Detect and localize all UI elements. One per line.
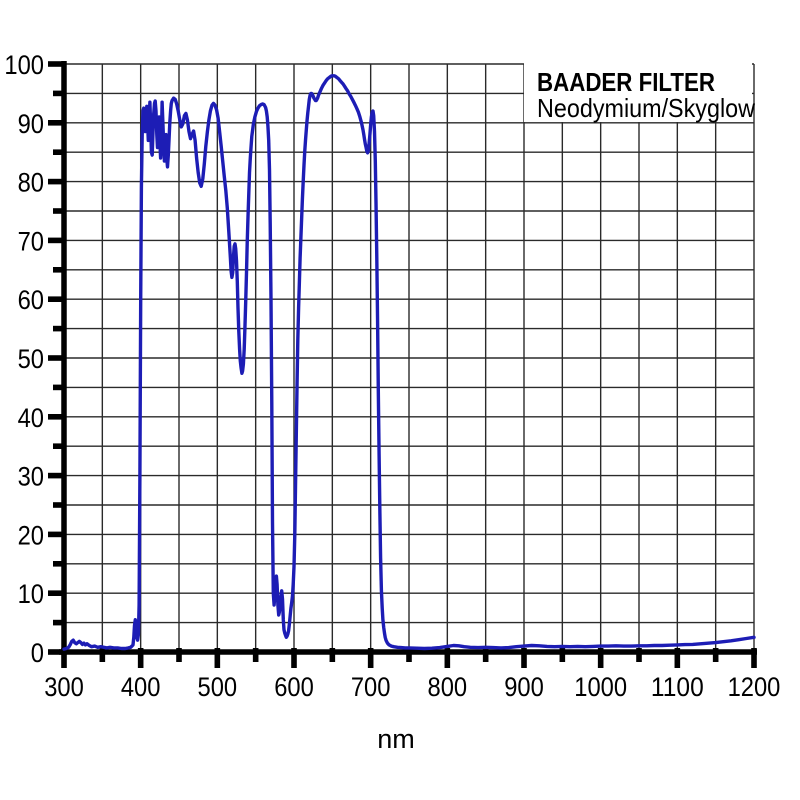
y-major-tick [48, 472, 64, 479]
y-tick-label: 0 [31, 638, 44, 668]
x-major-tick [367, 648, 374, 668]
x-major-tick [61, 648, 67, 668]
y-minor-tick [53, 208, 64, 214]
title-box: BAADER FILTER Neodymium/Skyglow [524, 62, 755, 123]
x-major-tick [751, 648, 757, 668]
x-tick-label: 1000 [574, 672, 627, 702]
y-minor-tick [53, 149, 64, 155]
y-tick-label: 40 [18, 403, 44, 433]
y-minor-tick [53, 443, 64, 449]
x-major-tick [291, 648, 297, 668]
x-minor-tick [482, 648, 489, 662]
y-minor-tick [53, 90, 64, 97]
x-major-tick [674, 648, 681, 668]
axis-ticks [48, 61, 757, 668]
x-tick-label: 1200 [728, 672, 781, 702]
y-minor-tick [53, 619, 64, 626]
x-tick-label: 900 [504, 672, 544, 702]
x-tick-label: 300 [44, 672, 84, 702]
y-tick-label: 90 [18, 109, 44, 139]
x-minor-tick [329, 648, 336, 662]
y-tick-label: 10 [18, 579, 44, 609]
x-minor-tick [636, 648, 642, 662]
x-major-tick [214, 648, 221, 668]
x-tick-label: 800 [428, 672, 468, 702]
y-minor-tick [53, 267, 64, 273]
y-minor-tick [53, 561, 64, 567]
x-minor-tick [712, 648, 719, 662]
y-major-tick [48, 355, 64, 361]
y-minor-tick [53, 325, 64, 332]
x-minor-tick [252, 648, 259, 662]
y-major-tick [48, 237, 64, 244]
y-major-tick [48, 178, 64, 185]
x-minor-tick [99, 648, 106, 662]
x-tick-label: 500 [198, 672, 238, 702]
y-major-tick [48, 531, 64, 538]
y-tick-label: 30 [18, 462, 44, 492]
chart-title: BAADER FILTER [537, 67, 715, 97]
y-major-tick [48, 414, 64, 420]
y-major-tick [48, 296, 64, 302]
x-axis-label: nm [377, 724, 415, 754]
y-major-tick [48, 120, 64, 126]
filter-transmission-line [62, 74, 756, 651]
x-minor-tick [559, 648, 566, 662]
y-minor-tick [53, 384, 64, 391]
y-minor-tick [53, 502, 64, 508]
x-major-tick [137, 648, 144, 668]
y-tick-label: 70 [18, 226, 44, 256]
x-major-tick [444, 648, 451, 668]
x-minor-tick [406, 648, 412, 662]
x-tick-label: 1100 [651, 672, 704, 702]
y-tick-label: 50 [18, 344, 44, 374]
y-major-tick [48, 61, 64, 67]
y-major-tick [48, 649, 64, 655]
x-minor-tick [176, 648, 182, 662]
x-major-tick [521, 648, 527, 668]
transmission-curve [62, 74, 756, 651]
axis-tick-labels: 300 400 500 600 700 800 900 1000 1100 1200 0 10 20 30… [4, 50, 780, 702]
title-background [524, 62, 752, 122]
x-tick-label: 700 [351, 672, 391, 702]
y-tick-label: 100 [4, 50, 44, 80]
y-tick-label: 60 [18, 285, 44, 315]
chart-subtitle: Neodymium/Skyglow [537, 93, 755, 123]
x-major-tick [597, 648, 604, 668]
x-tick-label: 400 [121, 672, 161, 702]
y-tick-label: 20 [18, 520, 44, 550]
y-tick-label: 80 [18, 168, 44, 198]
y-major-tick [48, 590, 64, 596]
x-tick-label: 600 [274, 672, 314, 702]
